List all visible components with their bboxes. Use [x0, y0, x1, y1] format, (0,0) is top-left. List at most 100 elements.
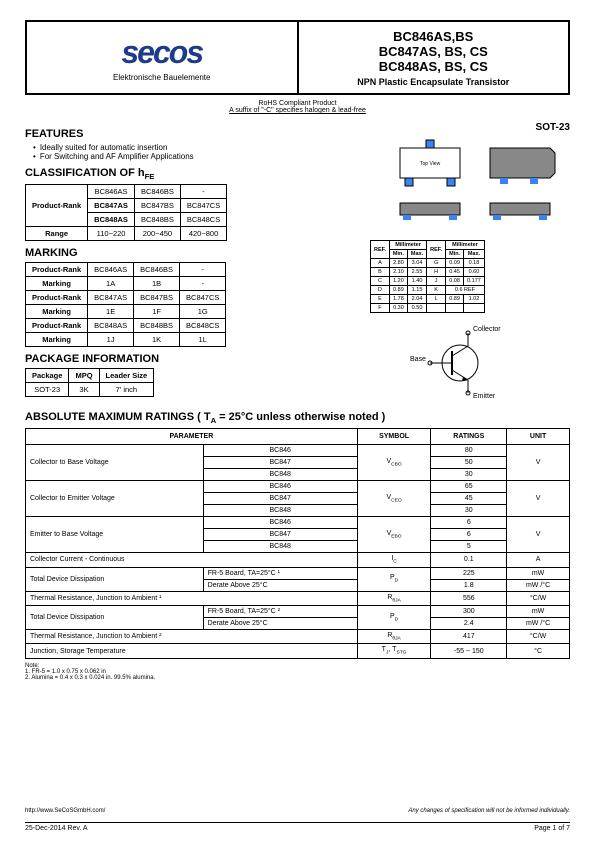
- cell: V: [507, 445, 570, 481]
- table-row: SOT-23 3K 7' inch: [26, 383, 154, 397]
- table-row: Junction, Storage TemperatureTJ, TSTG-55…: [26, 644, 570, 658]
- cell: 1.8: [431, 579, 507, 591]
- cell: G: [427, 259, 446, 268]
- cell: RθJA: [357, 591, 431, 605]
- product-title-2: BC847AS, BS, CS: [379, 44, 488, 59]
- cell: RθJA: [357, 629, 431, 643]
- cell: BC848AS: [88, 319, 134, 333]
- cell: BC846: [203, 481, 357, 493]
- cell: BC847AS: [88, 199, 135, 213]
- cell: 50: [431, 457, 507, 469]
- cell: Range: [26, 227, 88, 241]
- cell: 225: [431, 567, 507, 579]
- emitter-label: Emitter: [473, 393, 496, 400]
- cell: 5: [431, 541, 507, 553]
- cell: 1.15: [407, 286, 426, 295]
- table-row: Package MPQ Leader Size: [26, 369, 154, 383]
- cell: 7' inch: [99, 383, 154, 397]
- cell: FR-5 Board, TA=25°C ²: [203, 605, 357, 617]
- main-content: FEATURES Ideally suited for automatic in…: [25, 122, 570, 405]
- cell: °C/W: [507, 629, 570, 643]
- footer-url: http://www.SeCoSGmbH.com/: [25, 808, 105, 814]
- table-row: Marking1J1K1L: [26, 333, 226, 347]
- cell: Leader Size: [99, 369, 154, 383]
- cell: Marking: [26, 333, 88, 347]
- cell: Junction, Storage Temperature: [26, 644, 358, 658]
- product-title-1: BC846AS,BS: [393, 29, 473, 44]
- cell: REF.: [427, 241, 446, 259]
- features-list: Ideally suited for automatic insertion F…: [25, 143, 355, 161]
- marking-table: Product-RankBC846ASBC846BS- Marking1A1B-…: [25, 262, 226, 347]
- cell: BC848AS: [88, 213, 135, 227]
- cell: BC848: [203, 541, 357, 553]
- cell: Package: [26, 369, 69, 383]
- cell: BC846AS: [88, 263, 134, 277]
- cell: BC846AS: [88, 185, 135, 199]
- cell: B: [371, 268, 390, 277]
- cell: 1A: [88, 277, 134, 291]
- cell: 0.09: [446, 259, 464, 268]
- cell: 0.89: [389, 286, 407, 295]
- cell: REF.: [371, 241, 390, 259]
- footer-date: 25-Dec-2014 Rev. A: [25, 825, 88, 832]
- cell: BC848CS: [180, 213, 226, 227]
- right-column: SOT-23 Top View REF. Millimeter REF. Mil…: [370, 122, 570, 405]
- package-info-title: PACKAGE INFORMATION: [25, 353, 355, 365]
- diagram-text: Top View: [420, 161, 441, 167]
- cell: Collector Current - Continuous: [26, 553, 358, 567]
- cell: 1J: [88, 333, 134, 347]
- collector-label: Collector: [473, 326, 501, 333]
- ratings-title: ABSOLUTE MAXIMUM RATINGS ( TA = 25°C unl…: [25, 411, 570, 425]
- cell: °C/W: [507, 591, 570, 605]
- cell: 0.08: [446, 277, 464, 286]
- cell: -55 ~ 150: [431, 644, 507, 658]
- table-row: E1.782.04L0.891.02: [371, 295, 485, 304]
- cell: F: [371, 304, 390, 313]
- cell: 2.10: [389, 268, 407, 277]
- cell: C: [371, 277, 390, 286]
- cell: 556: [431, 591, 507, 605]
- cell: mW /°C: [507, 617, 570, 629]
- cell: -: [180, 185, 226, 199]
- table-row: Range 110~220 200~450 420~800: [26, 227, 227, 241]
- cell: VCBO: [357, 445, 431, 481]
- cell: [427, 304, 446, 313]
- cell: BC846: [203, 517, 357, 529]
- cell: BC848CS: [180, 319, 226, 333]
- cell: BC847AS: [88, 291, 134, 305]
- cell: 6: [431, 529, 507, 541]
- table-row: A2.803.04G0.090.18: [371, 259, 485, 268]
- cell: H: [427, 268, 446, 277]
- company-tagline: Elektronische Bauelemente: [113, 73, 210, 82]
- cell: 30: [431, 469, 507, 481]
- cell: 0.89: [446, 295, 464, 304]
- cell: Product-Rank: [26, 319, 88, 333]
- feature-item: For Switching and AF Amplifier Applicati…: [33, 152, 355, 161]
- table-row: Thermal Resistance, Junction to Ambient …: [26, 629, 570, 643]
- cell: 0.18: [464, 259, 485, 268]
- cell: 0.177: [464, 277, 485, 286]
- cell: MPQ: [69, 369, 99, 383]
- cell: BC846BS: [134, 185, 180, 199]
- cell: PD: [357, 605, 431, 629]
- cell: 2.4: [431, 617, 507, 629]
- compliance-notice: RoHS Compliant Product A suffix of "-C" …: [25, 100, 570, 114]
- notes-block: Note: 1. FR-5 = 1.0 x 0.75 x 0.062 in 2.…: [25, 663, 570, 681]
- cell: 417: [431, 629, 507, 643]
- cell: V: [507, 481, 570, 517]
- transistor-symbol: Collector Base Emitter: [410, 323, 530, 403]
- cell: 80: [431, 445, 507, 457]
- cell: BC847CS: [180, 291, 226, 305]
- classification-table: Product-Rank BC846AS BC846BS - BC847AS B…: [25, 184, 227, 241]
- cell: 110~220: [88, 227, 135, 241]
- marking-title: MARKING: [25, 247, 355, 259]
- cell: 1K: [134, 333, 180, 347]
- table-row: Total Device DissipationFR-5 Board, TA=2…: [26, 567, 570, 579]
- cell: 0.60: [464, 268, 485, 277]
- table-row: Product-RankBC846ASBC846BS-: [26, 263, 226, 277]
- cell: UNIT: [507, 429, 570, 445]
- cell: BC846BS: [134, 263, 180, 277]
- cell: SOT-23: [26, 383, 69, 397]
- cell: 2.55: [407, 268, 426, 277]
- base-label: Base: [410, 356, 426, 363]
